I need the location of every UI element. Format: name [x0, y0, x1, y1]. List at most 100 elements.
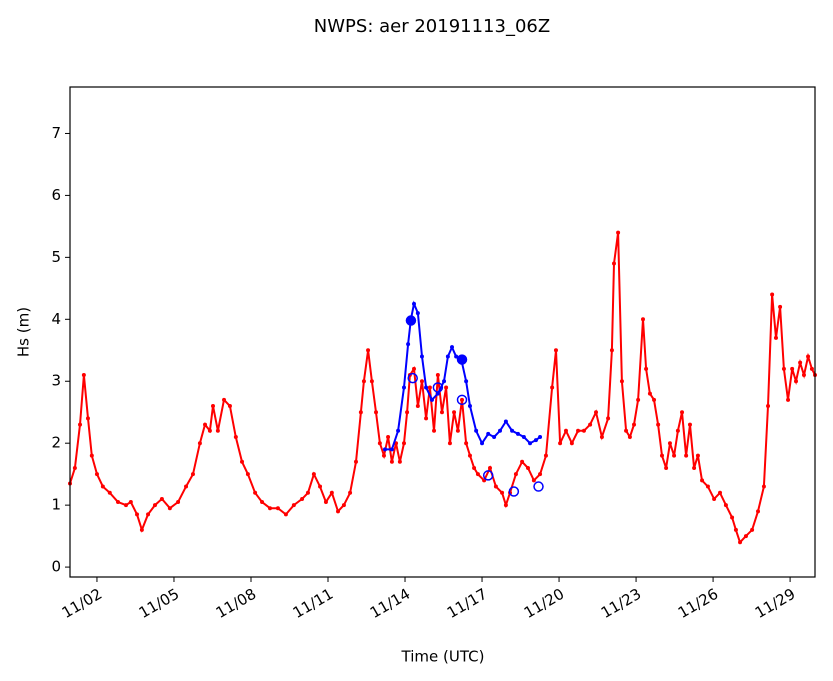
- x-tick-label: 11/20: [521, 585, 567, 622]
- point: [401, 441, 406, 446]
- point: [366, 348, 371, 353]
- point: [467, 453, 472, 458]
- point: [159, 496, 164, 501]
- point: [778, 304, 783, 309]
- point: [116, 500, 121, 505]
- point: [531, 478, 536, 483]
- point: [510, 428, 515, 433]
- point: [197, 441, 202, 446]
- point: [616, 230, 621, 235]
- point: [100, 484, 105, 489]
- point: [245, 472, 250, 477]
- point: [718, 490, 723, 495]
- point: [283, 512, 288, 517]
- marker: [533, 481, 544, 492]
- point: [684, 453, 689, 458]
- point: [766, 404, 771, 409]
- point: [606, 416, 611, 421]
- point: [300, 496, 305, 501]
- point: [460, 397, 465, 402]
- point: [801, 373, 806, 378]
- point: [730, 515, 735, 520]
- point: [692, 465, 697, 470]
- point: [664, 465, 669, 470]
- point: [190, 472, 195, 477]
- point: [790, 366, 795, 371]
- point: [227, 404, 232, 409]
- point: [146, 512, 151, 517]
- point: [369, 379, 374, 384]
- point: [397, 459, 402, 464]
- point: [305, 490, 310, 495]
- point: [452, 410, 457, 415]
- point: [176, 500, 181, 505]
- marker: [456, 394, 468, 406]
- y-tick-label: 4: [51, 310, 61, 328]
- point: [525, 465, 530, 470]
- point: [806, 354, 811, 359]
- point: [341, 503, 346, 508]
- point: [743, 534, 748, 539]
- point: [377, 441, 382, 446]
- x-tick-label: 11/23: [598, 585, 644, 622]
- point: [500, 490, 505, 495]
- point: [786, 397, 791, 402]
- point: [680, 410, 685, 415]
- point: [712, 496, 717, 501]
- point: [107, 490, 112, 495]
- point: [576, 428, 581, 433]
- point: [675, 428, 680, 433]
- point: [318, 484, 323, 489]
- point: [240, 459, 245, 464]
- y-tick-label: 2: [51, 434, 61, 452]
- point: [233, 435, 238, 439]
- point: [520, 459, 525, 464]
- y-tick-label: 6: [51, 186, 61, 204]
- point: [267, 506, 272, 511]
- point: [361, 379, 366, 384]
- point: [705, 484, 710, 489]
- point: [723, 503, 728, 508]
- point: [260, 500, 265, 505]
- point: [553, 348, 558, 353]
- x-tick-label: 11/14: [367, 585, 413, 622]
- point: [538, 435, 543, 439]
- point: [533, 438, 538, 443]
- point: [439, 410, 444, 415]
- point: [401, 385, 406, 390]
- point: [386, 435, 391, 439]
- point: [81, 373, 86, 378]
- point: [389, 447, 394, 452]
- point: [427, 385, 432, 390]
- x-tick-label: 11/26: [675, 585, 721, 622]
- point: [475, 472, 480, 477]
- point: [652, 397, 657, 402]
- point: [543, 453, 548, 458]
- point: [412, 366, 417, 371]
- point: [72, 465, 77, 470]
- point: [85, 416, 90, 421]
- point: [353, 459, 358, 464]
- marker: [508, 486, 520, 497]
- point: [632, 422, 637, 427]
- marker: [456, 354, 468, 365]
- point: [563, 428, 568, 433]
- point: [429, 397, 434, 402]
- point: [558, 441, 563, 446]
- point: [184, 484, 189, 489]
- point: [128, 500, 133, 505]
- point: [550, 385, 555, 390]
- point: [464, 379, 469, 384]
- plot-frame: [69, 86, 816, 578]
- point: [89, 453, 94, 458]
- point: [135, 512, 140, 517]
- point: [419, 354, 424, 359]
- point: [611, 261, 616, 266]
- point: [487, 465, 492, 470]
- point: [152, 503, 157, 508]
- point: [773, 335, 778, 340]
- point: [406, 342, 411, 347]
- point: [464, 441, 469, 446]
- point: [770, 292, 775, 297]
- point: [521, 435, 526, 439]
